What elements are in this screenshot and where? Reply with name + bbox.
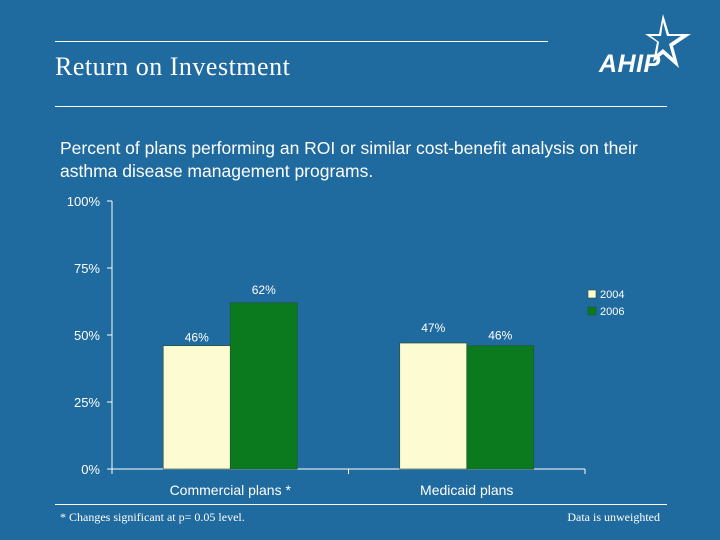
data-label: 46% bbox=[488, 329, 512, 343]
y-tick-label: 25% bbox=[74, 395, 100, 410]
chart-subtitle: Percent of plans performing an ROI or si… bbox=[60, 138, 638, 181]
y-tick-label: 75% bbox=[74, 261, 100, 276]
logo-text: AHIP bbox=[599, 50, 661, 78]
footnote: * Changes significant at p= 0.05 level. bbox=[60, 510, 245, 524]
legend-swatch-2004 bbox=[587, 289, 597, 299]
data-label: 46% bbox=[185, 331, 209, 345]
data-note: Data is unweighted bbox=[567, 510, 660, 524]
legend-label-2006: 2006 bbox=[600, 306, 624, 318]
category-label: Medicaid plans bbox=[420, 482, 513, 498]
legend-swatch-2006 bbox=[587, 306, 597, 316]
bar-2004-medicaid bbox=[399, 342, 468, 470]
footer-rule bbox=[55, 504, 667, 505]
bar-2006-commercial bbox=[229, 302, 298, 470]
header-rule bbox=[55, 106, 667, 107]
y-tick-label: 0% bbox=[81, 462, 100, 477]
title-rule bbox=[55, 41, 548, 42]
legend-label-2004: 2004 bbox=[600, 289, 624, 301]
category-label: Commercial plans * bbox=[170, 482, 292, 498]
bar-2006-medicaid bbox=[466, 345, 535, 470]
bar-2004-commercial bbox=[162, 345, 231, 470]
slide-title: Return on Investment bbox=[55, 52, 291, 81]
data-label: 47% bbox=[421, 321, 445, 335]
y-tick-label: 100% bbox=[67, 194, 101, 209]
data-label: 62% bbox=[252, 283, 276, 297]
y-tick-label: 50% bbox=[74, 328, 100, 343]
star-icon bbox=[645, 14, 691, 68]
ahip-logo: AHIP bbox=[593, 12, 693, 78]
